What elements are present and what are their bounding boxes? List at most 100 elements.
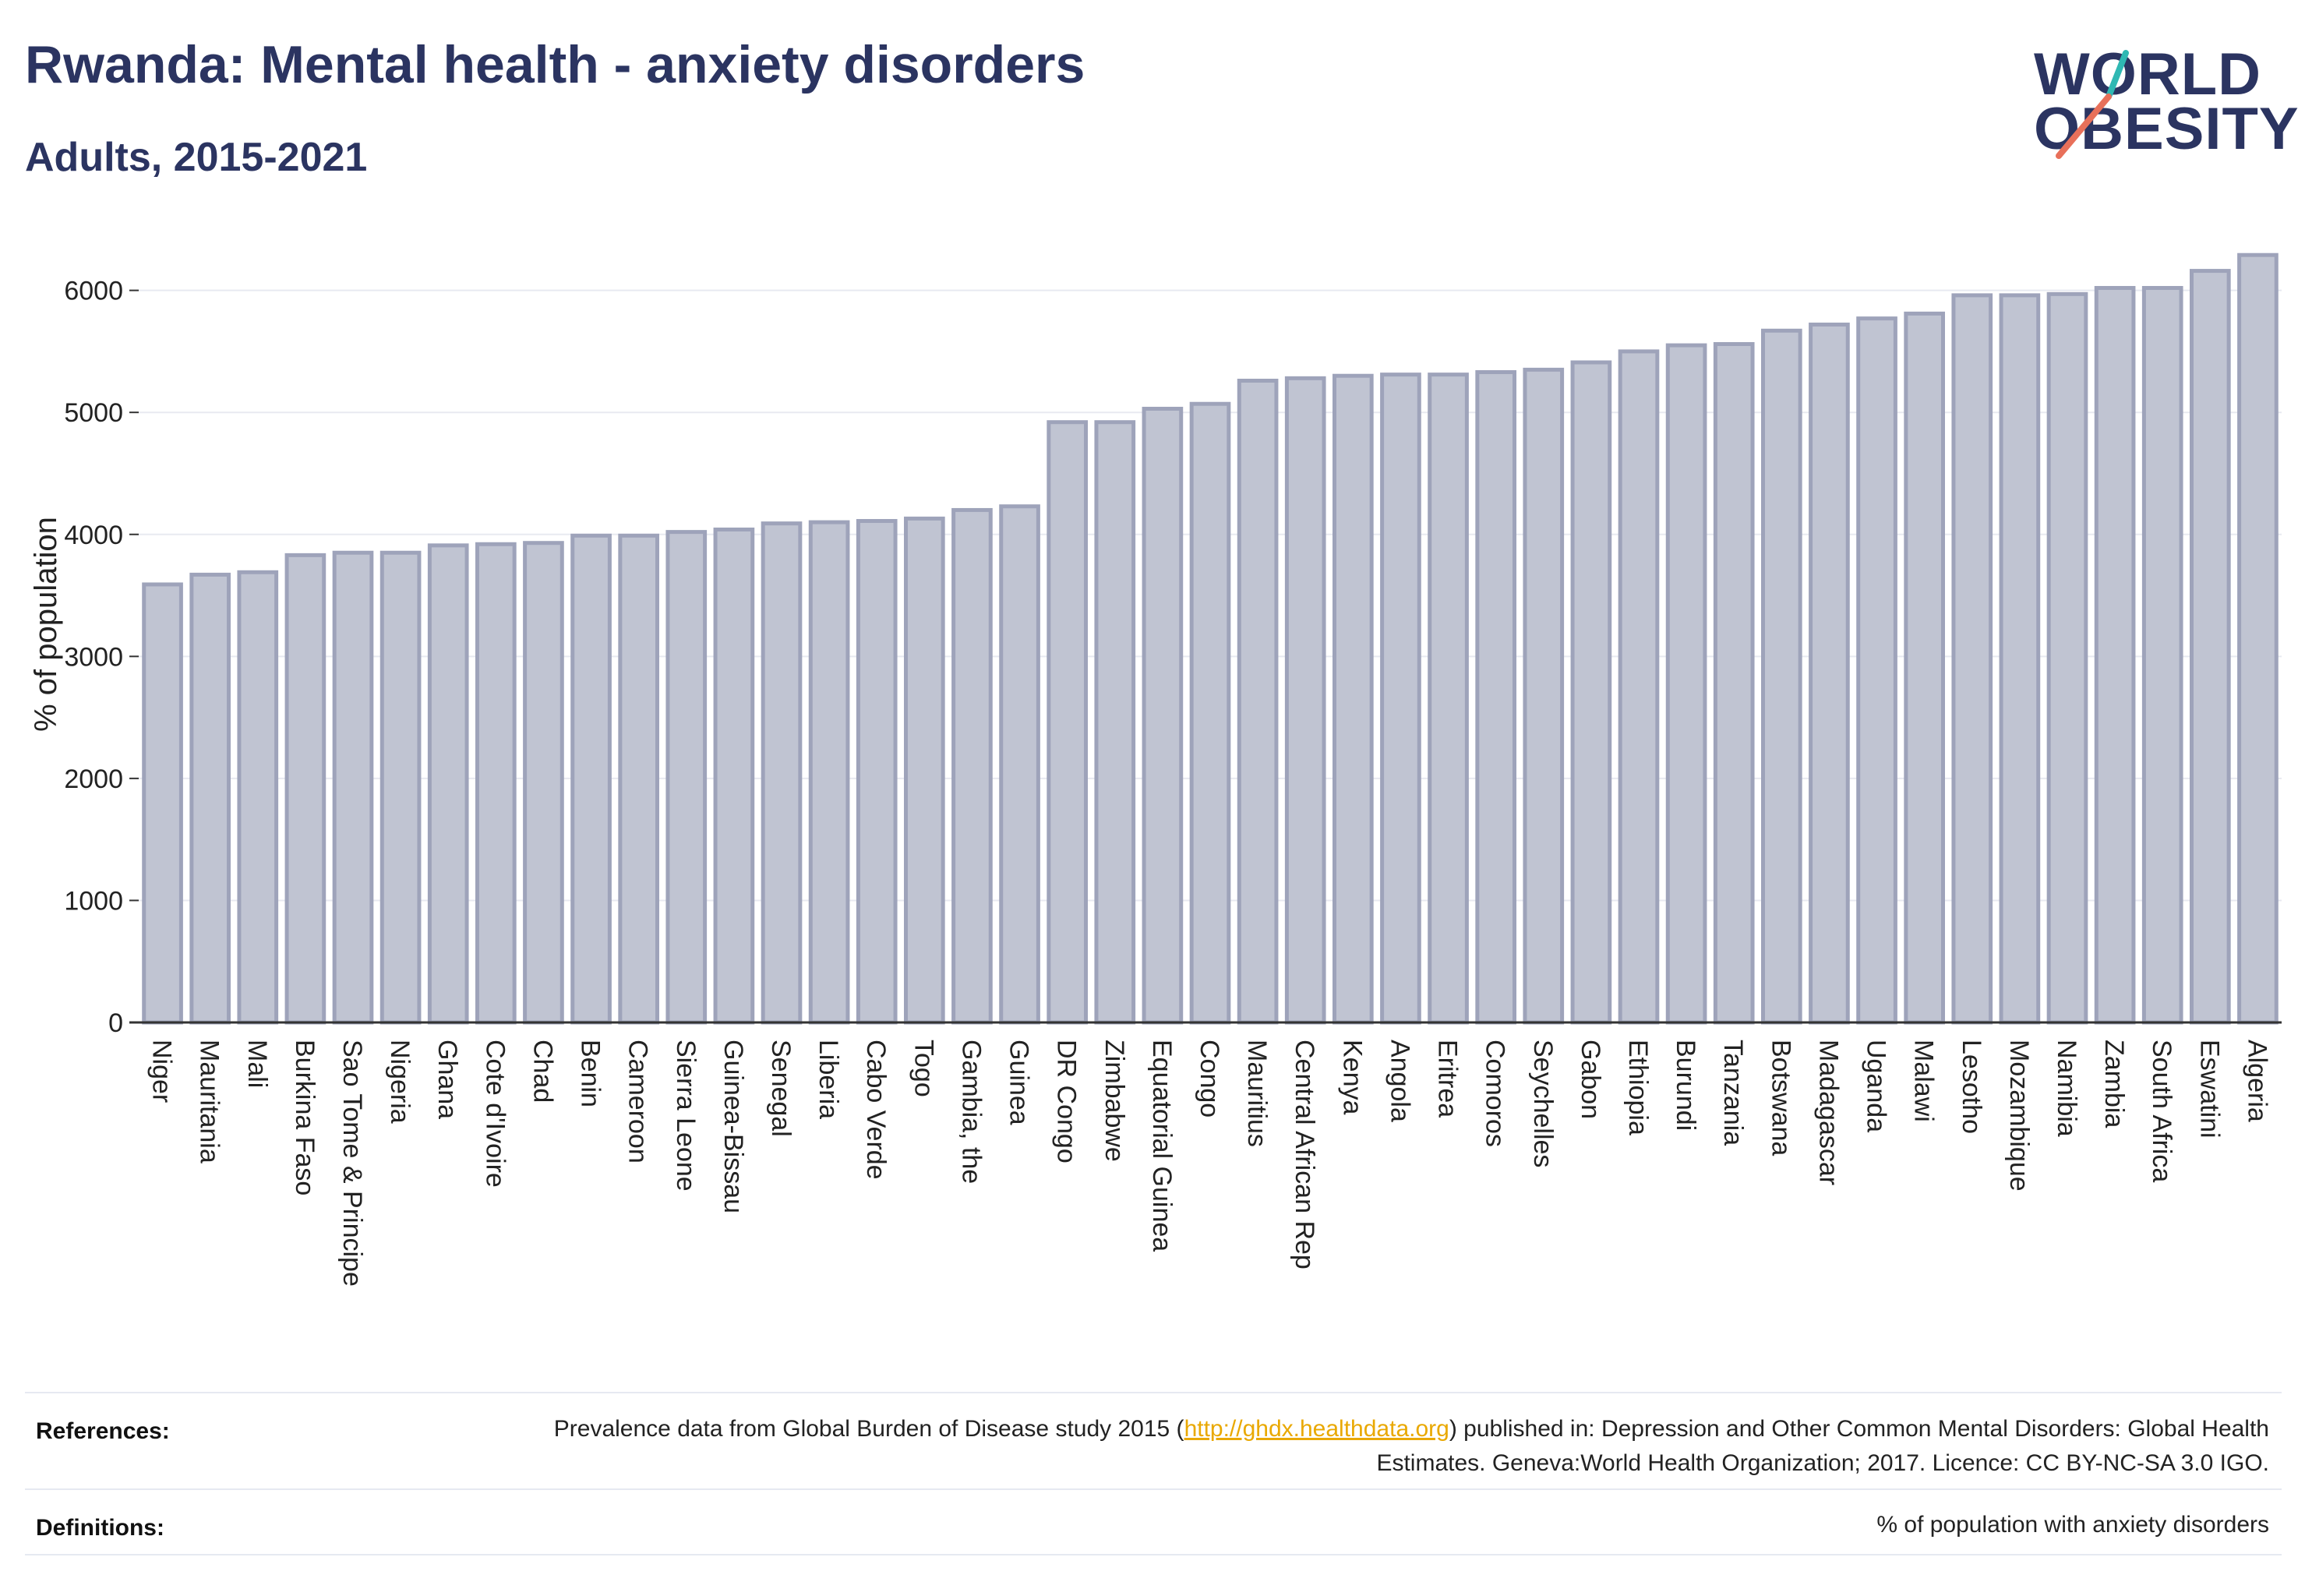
- bar[interactable]: [856, 519, 898, 1025]
- bar[interactable]: [1713, 342, 1755, 1025]
- x-tick-label: Cabo Verde: [861, 1040, 891, 1180]
- chart-subtitle: Adults, 2015-2021: [25, 135, 368, 180]
- definitions-label: Definitions:: [36, 1515, 164, 1541]
- bar[interactable]: [1333, 373, 1374, 1025]
- x-tick-label: Gabon: [1576, 1040, 1605, 1119]
- x-tick-label: Zimbabwe: [1100, 1040, 1129, 1162]
- y-tick-label: 6000: [64, 277, 123, 306]
- bar[interactable]: [999, 504, 1040, 1025]
- x-tick-label: Botswana: [1766, 1040, 1795, 1156]
- x-tick-label: Uganda: [1862, 1040, 1891, 1132]
- x-tick-label: Mozambique: [2004, 1040, 2034, 1192]
- bar[interactable]: [2046, 291, 2088, 1025]
- x-tick-label: Guinea-Bissau: [718, 1040, 748, 1213]
- x-tick-label: Togo: [909, 1040, 938, 1097]
- bar[interactable]: [951, 507, 993, 1025]
- bar[interactable]: [1189, 401, 1231, 1025]
- footer-divider-bottom: [25, 1554, 2282, 1555]
- bar[interactable]: [2094, 285, 2136, 1025]
- references-pre: Prevalence data from Global Burden of Di…: [553, 1416, 1184, 1442]
- axis-labels: 0 1000 2000 3000 4000 5000 6000 Niger Mauritania…: [29, 277, 2271, 1287]
- world-obesity-logo: WORLD OBESITY: [2034, 31, 2299, 171]
- x-tick-label: Liberia: [814, 1040, 843, 1119]
- x-tick-label: Burkina Faso: [290, 1040, 319, 1195]
- bar[interactable]: [1618, 349, 1660, 1025]
- x-tick-label: Gambia, the: [956, 1040, 986, 1184]
- x-tick-label: Nigeria: [385, 1040, 415, 1124]
- x-tick-label: DR Congo: [1052, 1040, 1082, 1163]
- bar[interactable]: [475, 542, 517, 1025]
- x-tick-label: Ghana: [432, 1040, 462, 1119]
- bar[interactable]: [142, 582, 183, 1025]
- bar[interactable]: [1761, 328, 1802, 1025]
- bar[interactable]: [618, 533, 659, 1025]
- x-tick-label: Ethiopia: [1623, 1040, 1653, 1135]
- x-tick-label: Senegal: [766, 1040, 796, 1137]
- bar[interactable]: [2237, 252, 2279, 1025]
- bar[interactable]: [379, 550, 422, 1025]
- y-tick-label: 5000: [64, 398, 123, 428]
- bar[interactable]: [1999, 293, 2041, 1025]
- references-link[interactable]: http://ghdx.healthdata.org: [1184, 1416, 1449, 1442]
- x-tick-label: Central African Rep: [1290, 1040, 1319, 1269]
- bar[interactable]: [1094, 420, 1136, 1025]
- x-tick-label: Burundi: [1671, 1040, 1700, 1131]
- bar[interactable]: [665, 530, 708, 1025]
- x-tick-label: Namibia: [2052, 1040, 2081, 1137]
- axes: [129, 289, 2282, 1024]
- bar[interactable]: [1380, 373, 1421, 1025]
- x-tick-label: Tanzania: [1718, 1040, 1748, 1146]
- bar[interactable]: [1809, 322, 1850, 1025]
- x-tick-label: Algeria: [2242, 1040, 2271, 1122]
- bars: [142, 252, 2279, 1025]
- bar[interactable]: [570, 533, 612, 1025]
- x-tick-label: Angola: [1385, 1040, 1414, 1122]
- x-tick-label: Niger: [147, 1040, 177, 1103]
- references-label: References:: [36, 1418, 170, 1444]
- x-tick-label: Lesotho: [1957, 1040, 1986, 1134]
- bar[interactable]: [427, 543, 469, 1025]
- bar[interactable]: [761, 521, 803, 1025]
- bar[interactable]: [904, 516, 945, 1025]
- x-tick-label: Sierra Leone: [671, 1040, 701, 1192]
- footer-divider-top: [25, 1392, 2282, 1393]
- x-tick-label: Madagascar: [1813, 1040, 1843, 1185]
- bar[interactable]: [1047, 420, 1089, 1025]
- bar[interactable]: [713, 527, 755, 1025]
- bar[interactable]: [523, 541, 564, 1025]
- bar[interactable]: [1428, 373, 1469, 1025]
- x-tick-label: Seychelles: [1528, 1040, 1558, 1167]
- bar[interactable]: [1904, 311, 1945, 1025]
- x-tick-label: Eritrea: [1433, 1040, 1463, 1118]
- x-tick-label: Sao Tome & Principe: [337, 1040, 367, 1287]
- bar[interactable]: [808, 520, 850, 1025]
- bar[interactable]: [237, 570, 279, 1025]
- x-tick-label: Equatorial Guinea: [1147, 1040, 1177, 1252]
- bar[interactable]: [1570, 360, 1612, 1025]
- bar[interactable]: [1856, 316, 1897, 1025]
- bar[interactable]: [1475, 370, 1517, 1025]
- bar[interactable]: [1523, 367, 1565, 1025]
- x-tick-label: Comoros: [1481, 1040, 1510, 1147]
- y-tick-label: 2000: [64, 764, 123, 794]
- bar[interactable]: [2141, 285, 2183, 1025]
- logo-line-1: WORLD: [2034, 41, 2262, 108]
- bar[interactable]: [1284, 376, 1326, 1025]
- bar[interactable]: [284, 553, 327, 1025]
- bar[interactable]: [1142, 406, 1184, 1025]
- y-tick-label: 1000: [64, 886, 123, 916]
- bar[interactable]: [1665, 343, 1707, 1025]
- bar-chart: 0 1000 2000 3000 4000 5000 6000 Niger Mauritania…: [29, 252, 2282, 1287]
- x-tick-label: Mauritania: [195, 1040, 224, 1163]
- bar[interactable]: [1951, 293, 1993, 1025]
- bar[interactable]: [332, 550, 374, 1025]
- x-tick-label: Benin: [576, 1040, 605, 1107]
- bar[interactable]: [189, 572, 231, 1025]
- y-tick-label: 3000: [64, 642, 123, 672]
- references-text: Prevalence data from Global Burden of Di…: [477, 1412, 2269, 1481]
- logo-slash-icon: [2056, 50, 2129, 159]
- references-post: ) published in: Depression and Other Com…: [1376, 1416, 2269, 1476]
- bar[interactable]: [2190, 269, 2231, 1025]
- bar[interactable]: [1237, 378, 1279, 1025]
- x-tick-label: South Africa: [2147, 1040, 2176, 1182]
